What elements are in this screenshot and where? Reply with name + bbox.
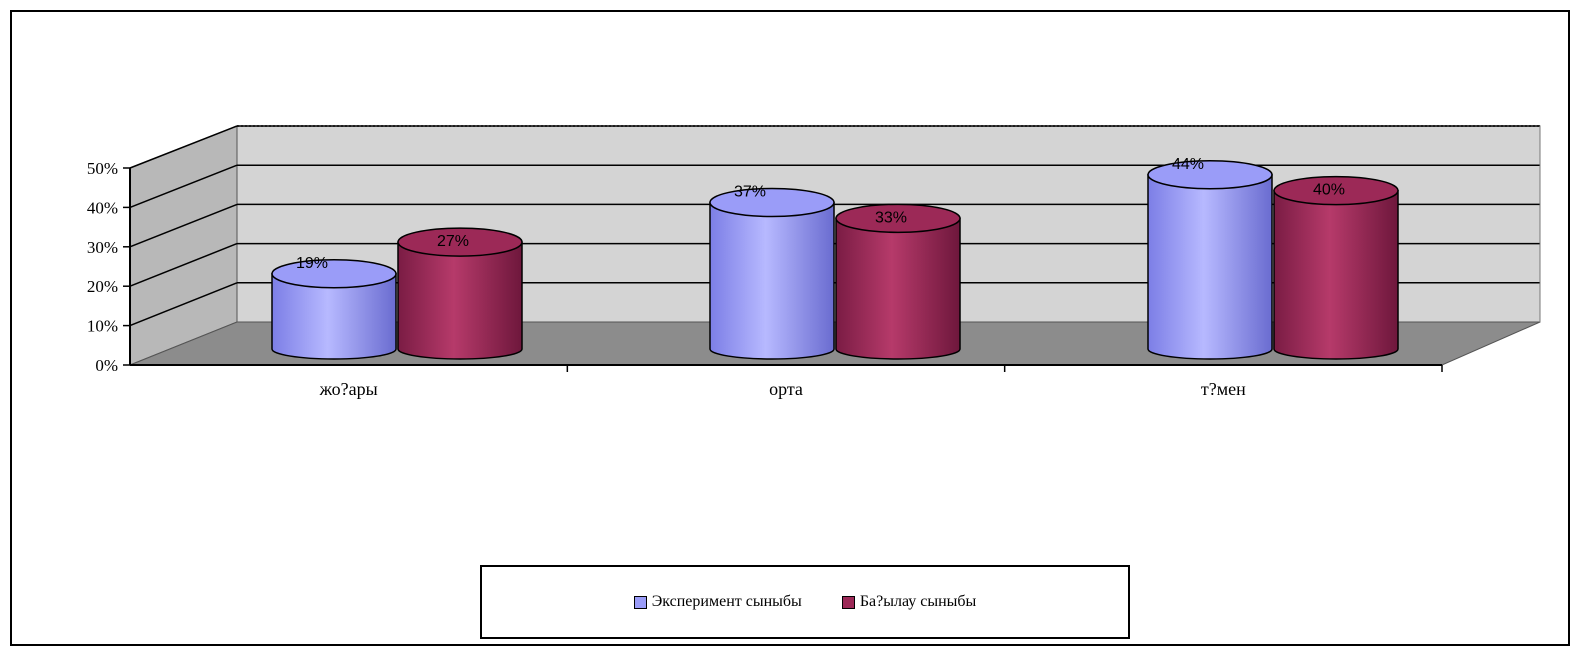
data-label: 33%	[875, 209, 907, 226]
bar-cylinder	[709, 201, 835, 360]
gridline-side	[129, 242, 238, 287]
data-label: 40%	[1313, 182, 1345, 199]
bar-cylinder-top	[1147, 160, 1273, 190]
gridline-side	[129, 125, 238, 169]
gridline-side	[129, 282, 238, 327]
bar-cylinder	[397, 241, 523, 360]
y-tick-label: 10%	[87, 317, 118, 336]
data-label: 44%	[1172, 156, 1204, 173]
y-tick-label: 0%	[95, 356, 118, 375]
bar-cylinder-top	[397, 227, 523, 257]
data-label: 37%	[734, 183, 766, 200]
data-label: 27%	[437, 233, 469, 250]
bar-cylinder-top	[835, 203, 961, 234]
legend-label-series-1: Эксперимент сыныбы	[651, 593, 802, 610]
bar-cylinder-top	[1273, 175, 1399, 206]
bar-cylinder	[1273, 189, 1399, 360]
bar-cylinder	[1147, 174, 1273, 360]
y-tick-label: 50%	[87, 159, 118, 178]
y-tick-label: 40%	[87, 198, 118, 217]
gridline-side	[129, 164, 238, 209]
gridline-side	[129, 203, 238, 248]
bar-cylinder	[835, 217, 961, 360]
x-category-label: т?мен	[1201, 379, 1246, 399]
bar-cylinder	[271, 273, 397, 360]
legend-label-series-2: Ба?ылау сыныбы	[859, 593, 977, 610]
legend-item-series-1: Эксперимент сыныбы	[633, 593, 802, 611]
x-category-label: орта	[769, 379, 803, 399]
legend-item-series-2: Ба?ылау сыныбы	[841, 593, 977, 611]
y-tick-label: 30%	[87, 238, 118, 257]
y-tick-label: 20%	[87, 277, 118, 296]
legend: Эксперимент сыныбы Ба?ылау сыныбы	[480, 565, 1130, 639]
data-label: 19%	[296, 255, 328, 272]
legend-swatch-series-2	[841, 595, 855, 609]
legend-swatch-series-1	[633, 595, 647, 609]
bar-cylinder-top	[271, 259, 397, 289]
x-category-label: жо?ары	[319, 379, 378, 399]
bar-cylinder-top	[709, 187, 835, 218]
